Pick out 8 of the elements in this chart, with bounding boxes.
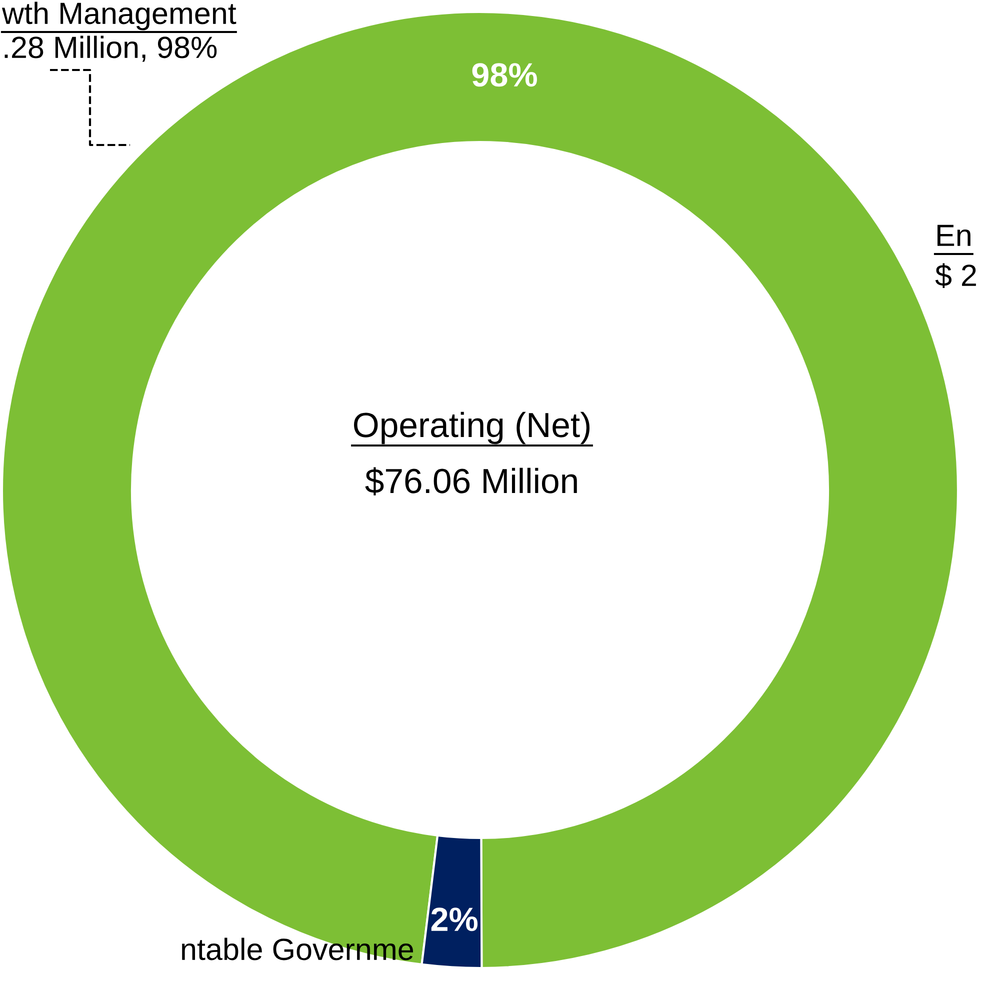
text: $ 2: [935, 263, 976, 288]
text: En: [938, 224, 970, 246]
data-label: 98%: [472, 63, 537, 87]
text: .28 Million, 98%: [4, 36, 217, 62]
text: Operating (Net): [354, 412, 590, 444]
text: wth Management: [2, 2, 236, 30]
data-label: 2%: [431, 908, 478, 932]
text: $76.06 Million: [365, 467, 577, 496]
